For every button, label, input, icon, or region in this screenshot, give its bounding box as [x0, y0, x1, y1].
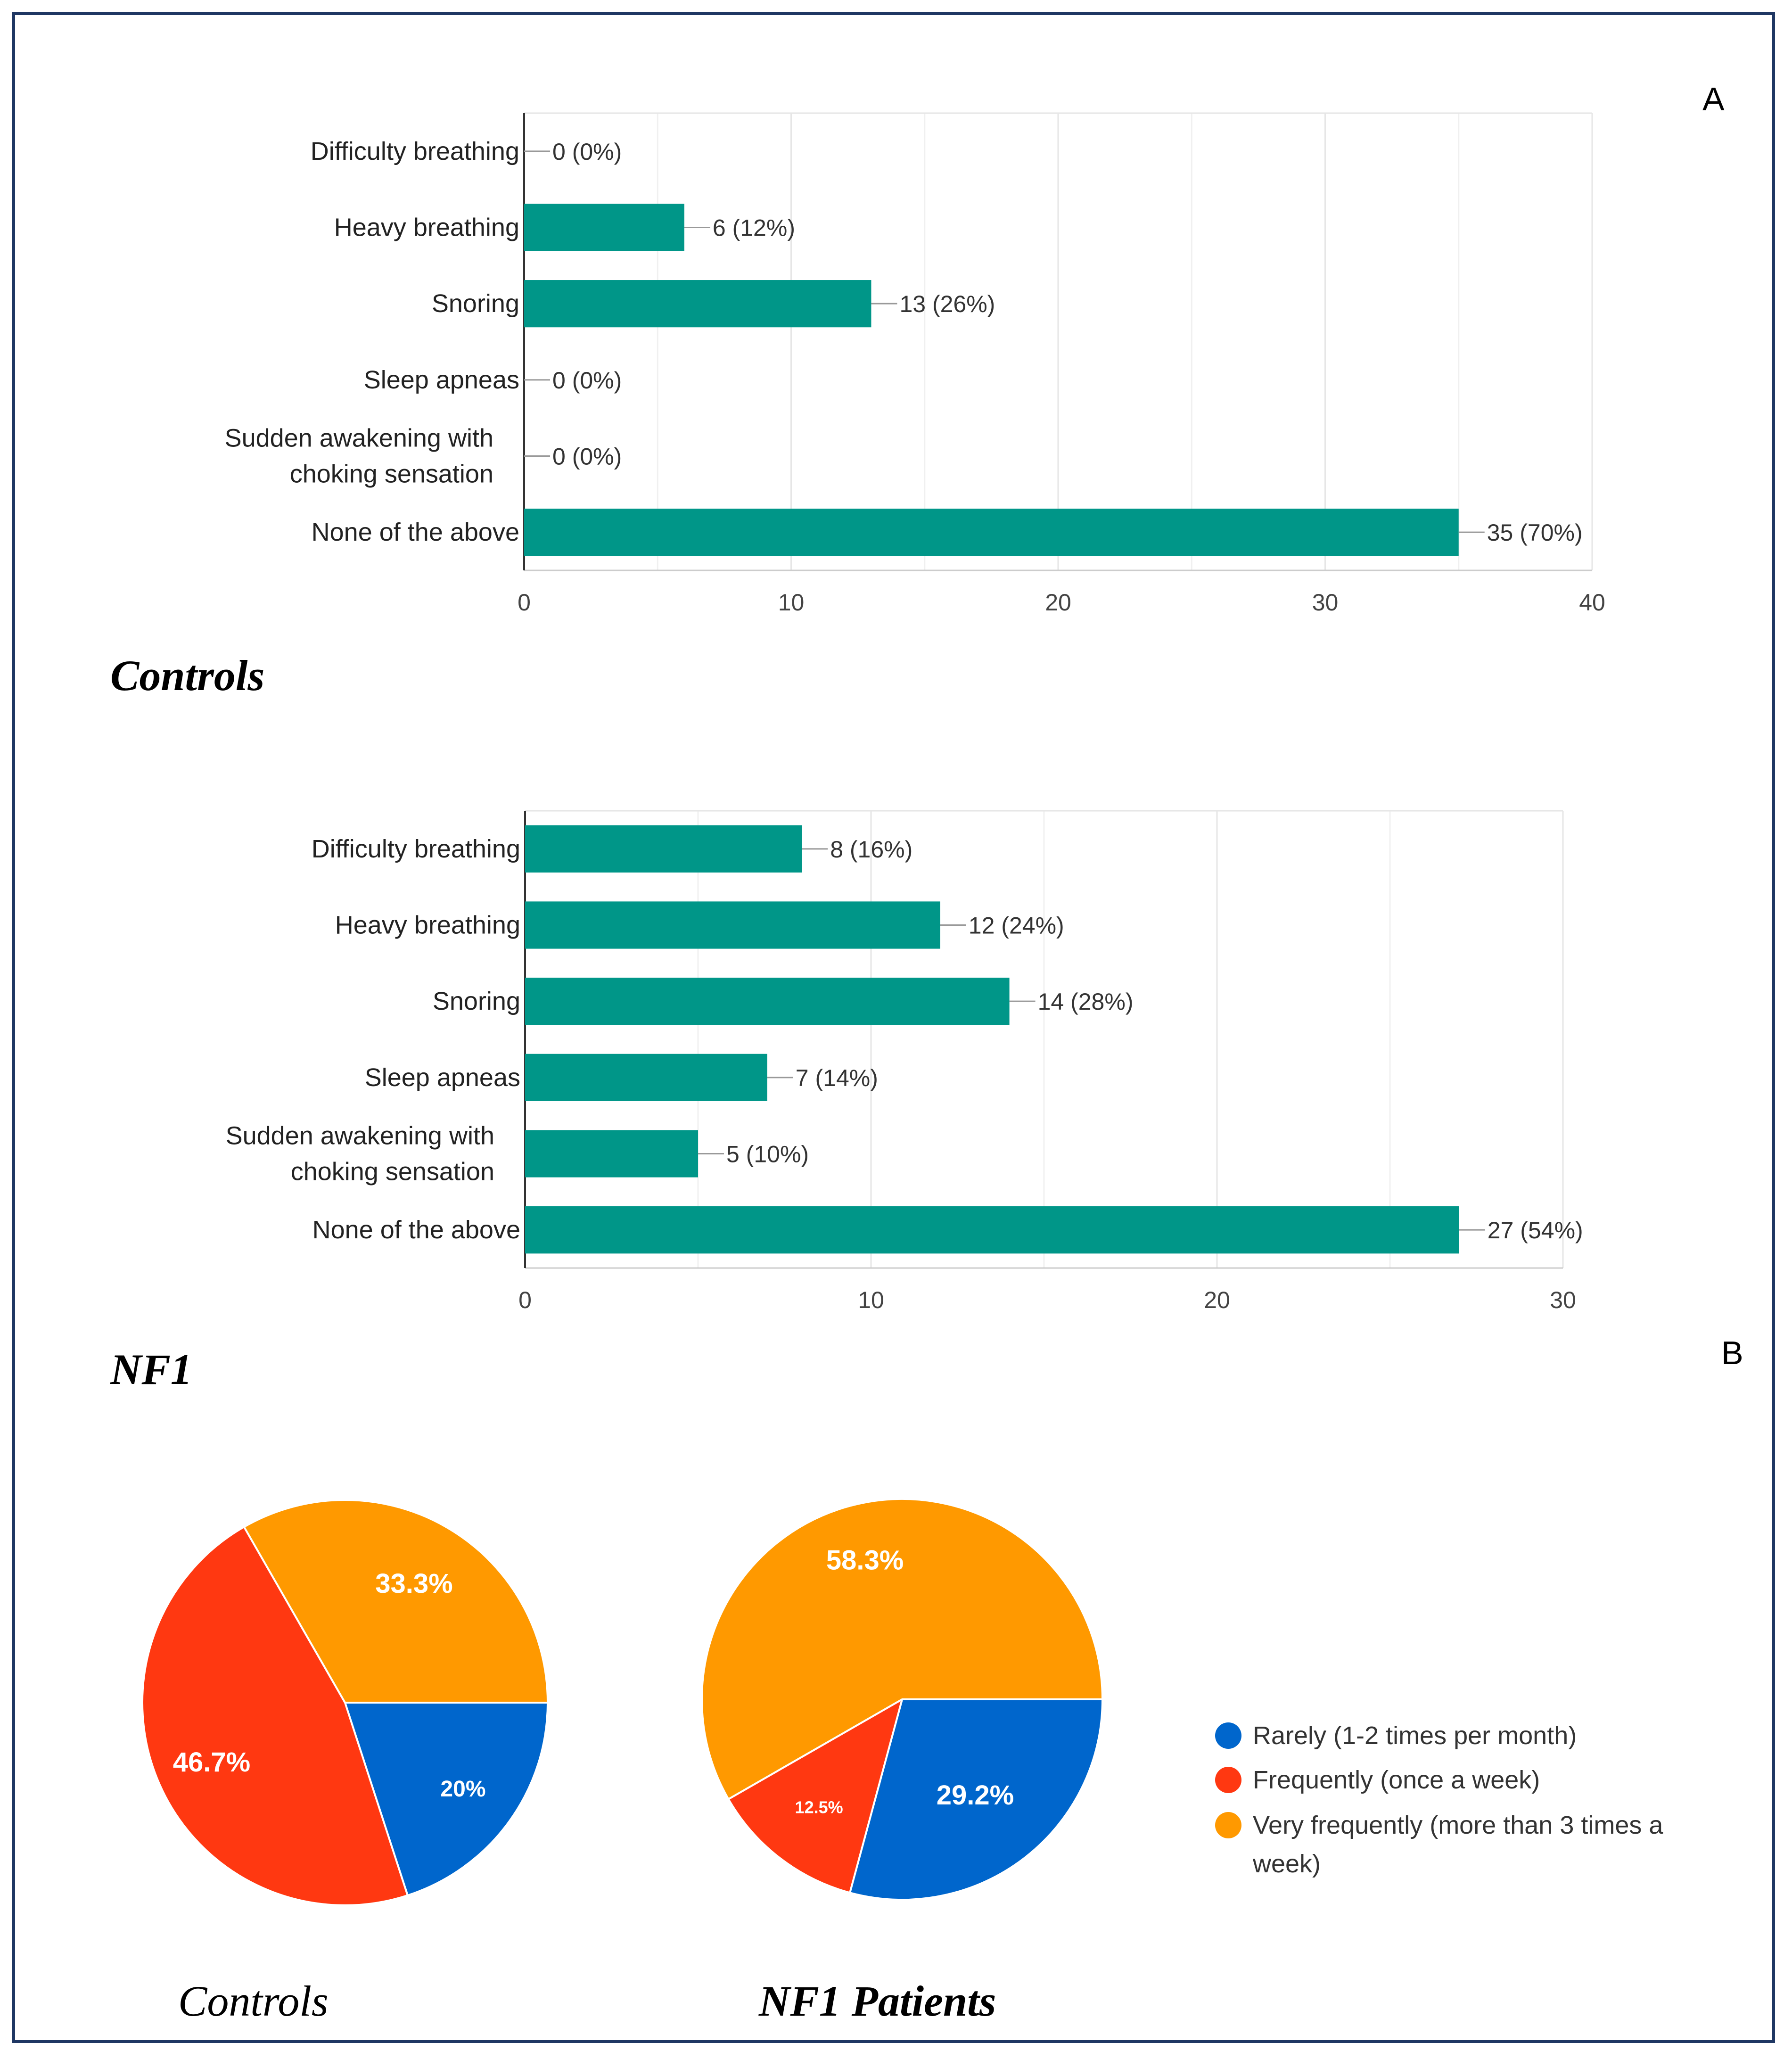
pie-slice-label: 58.3% [826, 1545, 904, 1576]
category-label: Sleep apneas [365, 1063, 520, 1092]
legend-label: week) [1252, 1850, 1321, 1878]
x-tick-label: 0 [518, 1287, 532, 1313]
pie-slice-label: 29.2% [937, 1780, 1014, 1811]
x-tick-label: 30 [1312, 589, 1339, 616]
bar [525, 1130, 698, 1178]
bar [525, 978, 1010, 1025]
panel-label-b: B [1721, 1334, 1743, 1371]
nf1-bar-title: NF1 [110, 1345, 192, 1393]
category-label: Heavy breathing [335, 911, 520, 939]
bar [524, 509, 1459, 556]
x-tick-label: 30 [1550, 1287, 1576, 1313]
data-label: 14 (28%) [1038, 988, 1134, 1015]
category-label: Snoring [432, 289, 519, 318]
bar [524, 204, 684, 251]
pie-slice-very-frequently [243, 1499, 549, 1704]
bar [525, 1054, 767, 1101]
category-label: None of the above [312, 1216, 520, 1244]
legend-marker-very-frequently [1215, 1812, 1241, 1838]
data-label: 0 (0%) [552, 444, 622, 470]
x-tick-label: 20 [1045, 589, 1071, 616]
data-label: 7 (14%) [796, 1065, 878, 1091]
data-label: 8 (16%) [830, 836, 912, 863]
category-label: Snoring [433, 987, 520, 1015]
figure-border [12, 12, 1775, 2043]
controls-pie-caption: Controls [178, 1977, 329, 2025]
legend-label: Rarely (1-2 times per month) [1253, 1721, 1577, 1750]
legend-label: Frequently (once a week) [1253, 1766, 1540, 1794]
legend-label: Very frequently (more than 3 times a [1253, 1811, 1663, 1839]
pie-slice-rarely [344, 1702, 549, 1897]
data-label: 0 (0%) [552, 139, 622, 165]
data-label: 6 (12%) [713, 215, 795, 241]
x-tick-label: 10 [858, 1287, 884, 1313]
category-label: None of the above [312, 518, 519, 546]
controls-bar-chart: 0 10 20 30 40 0 (0%) Difficulty breathing 6 (12… [225, 112, 1605, 616]
data-label: 0 (0%) [552, 367, 622, 394]
pie-slice-frequently [141, 1525, 409, 1906]
pie-slice-frequently [727, 1697, 904, 1894]
category-label: Heavy breathing [334, 214, 519, 242]
x-tick-label: 40 [1579, 589, 1605, 616]
category-label: Sleep apneas [364, 366, 519, 394]
pie-slice-rarely [848, 1698, 1104, 1901]
data-label: 27 (54%) [1488, 1217, 1583, 1244]
pie-slice-label: 33.3% [375, 1568, 452, 1599]
category-label: choking sensation [290, 460, 493, 488]
data-label: 35 (70%) [1487, 519, 1583, 546]
bar [525, 901, 940, 949]
nf1-bar-chart: 0 10 20 30 8 (16%) Difficulty breathing 12 (24… [226, 810, 1583, 1313]
category-label: Sudden awakening with [226, 1122, 494, 1150]
x-tick-label: 10 [778, 589, 805, 616]
bar [525, 1206, 1459, 1254]
legend-marker-rarely [1215, 1722, 1241, 1749]
category-label: Difficulty breathing [312, 835, 520, 863]
bar [524, 280, 871, 328]
pie-slice-label: 20% [440, 1777, 485, 1802]
panel-label-a: A [1702, 81, 1725, 117]
pie-slice-label: 12.5% [795, 1798, 843, 1817]
data-label: 13 (26%) [899, 291, 995, 317]
pie-slice-label: 46.7% [173, 1747, 250, 1778]
category-label: choking sensation [291, 1158, 494, 1186]
pie-slice-very-frequently [701, 1498, 1104, 1801]
x-tick-label: 20 [1204, 1287, 1230, 1313]
legend-marker-frequently [1215, 1767, 1241, 1793]
bar [525, 825, 802, 873]
data-label: 5 (10%) [726, 1141, 809, 1168]
x-tick-label: 0 [518, 589, 531, 616]
controls-bar-title: Controls [110, 651, 265, 700]
data-label: 12 (24%) [969, 913, 1064, 939]
category-label: Difficulty breathing [311, 137, 519, 165]
nf1-pie-caption: NF1 Patients [759, 1977, 996, 2025]
category-label: Sudden awakening with [225, 424, 493, 453]
